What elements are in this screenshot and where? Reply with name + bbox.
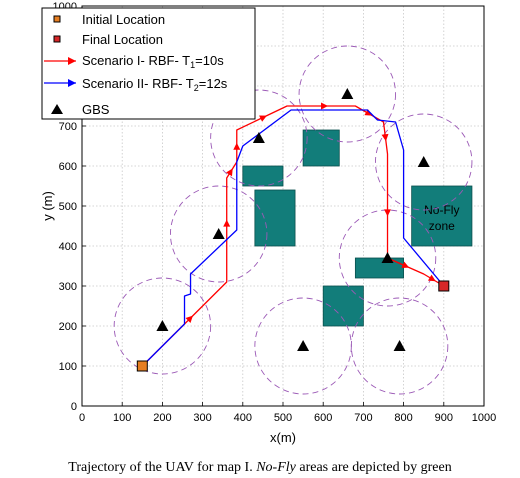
trajectory-arrow: [364, 109, 373, 116]
legend-scenario-2-label: Scenario II- RBF- T2=12s: [82, 76, 228, 93]
x-tick-labels: 0 100 200 300 400 500 600 700 800 900 1000: [79, 412, 496, 424]
trajectory-arrow: [233, 142, 241, 150]
x-tick-label: 1000: [472, 412, 496, 424]
y-tick-label: 400: [59, 241, 77, 253]
gbs-coverage-circles: [113, 45, 473, 395]
y-axis-label: y (m): [40, 191, 55, 221]
figure-caption: Trajectory of the UAV for map I. No-Fly …: [0, 458, 520, 478]
initial-location-marker: [136, 360, 148, 372]
no-fly-zone: [302, 129, 340, 167]
x-tick-label: 400: [234, 412, 252, 424]
trajectory-arrow: [223, 219, 231, 227]
x-axis-label: x(m): [270, 430, 296, 445]
legend-box: [41, 7, 256, 120]
no-fly-zone: [254, 189, 296, 247]
y-tick-label: 100: [59, 361, 77, 373]
location-markers: [136, 280, 450, 372]
x-tick-label: 300: [193, 412, 211, 424]
y-tick-label: 200: [59, 321, 77, 333]
zone-label-line-2: zone: [429, 219, 455, 233]
trajectory-arrow: [427, 274, 436, 282]
zone-label-line-1: No-Fly: [424, 203, 459, 217]
gbs-coverage-circle: [113, 277, 212, 375]
trajectory-arrow: [259, 115, 267, 122]
x-tick-label: 600: [314, 412, 332, 424]
gbs-coverage-circle: [210, 89, 308, 187]
gbs-marker: [156, 320, 169, 331]
gbs-marker: [341, 88, 354, 99]
legend-scenario-2-arrow: [68, 79, 76, 87]
gbs-marker: [212, 228, 225, 239]
legend-initial-label: Initial Location: [82, 12, 165, 27]
caption-text: Trajectory of the UAV for map I. No-Fly …: [68, 458, 451, 478]
x-tick-label: 800: [394, 412, 412, 424]
gbs-marker: [252, 132, 265, 143]
legend-initial-marker: [53, 15, 61, 23]
trajectory-line-2: [141, 109, 445, 367]
plot-frame: [81, 5, 485, 407]
gbs-coverage-circle: [298, 45, 397, 143]
legend-scenario-2-main: Scenario II- RBF- T: [82, 76, 194, 91]
legend-final-label: Final Location: [82, 32, 163, 47]
y-tick-label: 300: [59, 281, 77, 293]
caption-italic: No-Fly: [256, 460, 296, 475]
legend-scenario-1-main: Scenario I- RBF- T: [82, 53, 190, 68]
x-tick-label: 500: [274, 412, 292, 424]
x-tick-label: 100: [113, 412, 131, 424]
x-tick-label: 200: [153, 412, 171, 424]
legend-gbs-label: GBS: [82, 102, 110, 117]
no-fly-zone: [242, 165, 284, 187]
gbs-marker: [393, 340, 406, 351]
gbs-coverage-circle: [169, 185, 268, 283]
trajectory-arrow: [384, 209, 392, 217]
caption-part-1: Trajectory of the UAV for map I.: [68, 460, 257, 475]
trajectory-arrow: [381, 133, 389, 142]
gbs-marker: [297, 340, 310, 351]
gbs-markers: [156, 88, 430, 351]
no-fly-zone: [354, 257, 404, 279]
no-fly-zones: [242, 129, 473, 327]
trajectory-arrow: [226, 168, 233, 177]
caption-part-2: areas are depicted by green: [295, 460, 452, 475]
trajectory-arrow: [401, 261, 410, 268]
legend-final-marker: [53, 35, 61, 43]
legend-scenario-1-arrow: [68, 57, 76, 65]
trajectory-arrow: [185, 315, 193, 324]
legend-scenario-1-sub: 1: [190, 60, 195, 70]
y-tick-label: 600: [59, 161, 77, 173]
no-fly-zone: [411, 185, 473, 247]
no-fly-zone-label: No-Fly zone: [424, 203, 459, 233]
gbs-coverage-circle: [350, 297, 449, 395]
trajectory-chart: No-Fly zone 0 100 200 300 400 500 600 700 800 900…: [40, 1, 496, 445]
legend-gbs-marker: [51, 104, 63, 114]
legend: Initial Location Final Location Scenario…: [41, 7, 256, 120]
gbs-marker: [381, 252, 394, 263]
gbs-coverage-circle: [375, 113, 473, 211]
x-tick-label: 0: [79, 412, 85, 424]
trajectory-arrow: [321, 102, 329, 110]
gbs-marker: [417, 156, 430, 167]
trajectory-series: [141, 102, 445, 367]
legend-scenario-1-label: Scenario I- RBF- T1=10s: [82, 53, 224, 70]
legend-scenario-2-sub: 2: [194, 83, 199, 93]
gbs-coverage-circle: [338, 209, 437, 307]
legend-scenario-2-tail: =12s: [199, 76, 228, 91]
y-tick-label: 0: [71, 401, 77, 413]
legend-scenario-1-tail: =10s: [195, 53, 224, 68]
y-tick-label: 700: [59, 121, 77, 133]
final-location-marker: [438, 280, 450, 292]
x-tick-label: 700: [354, 412, 372, 424]
y-tick-label: 500: [59, 201, 77, 213]
x-tick-label: 900: [435, 412, 453, 424]
